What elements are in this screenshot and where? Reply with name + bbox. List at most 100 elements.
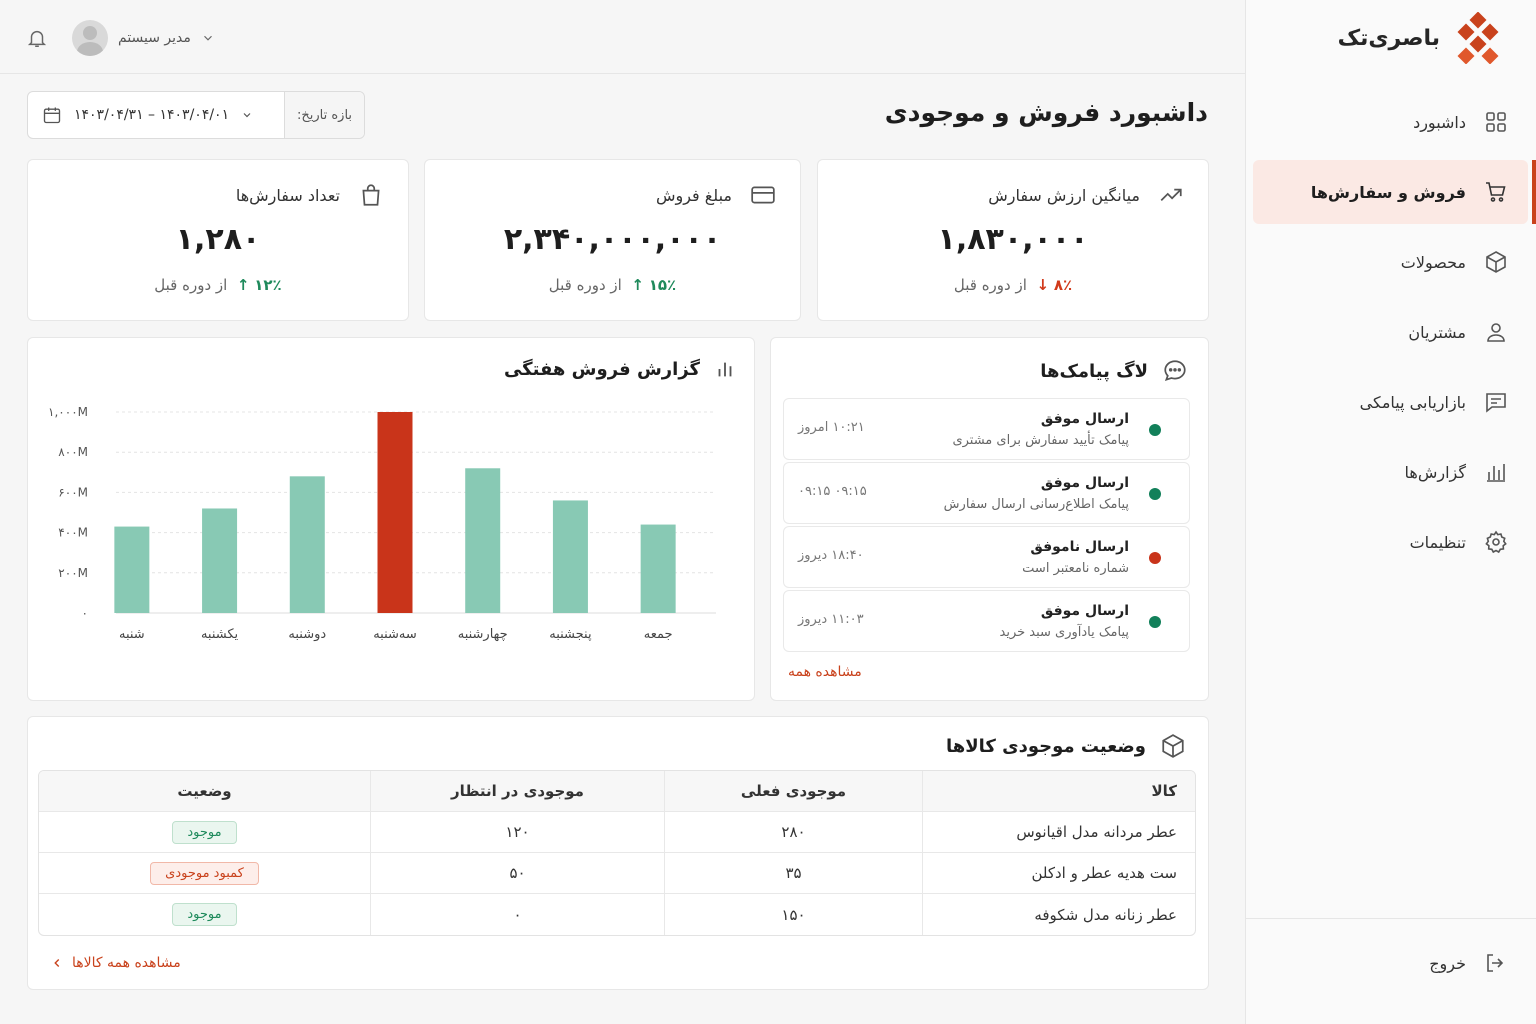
kpi-change-suffix: از دوره قبل: [953, 276, 1027, 294]
sms-status: ارسال موفق: [1040, 475, 1129, 491]
y-tick-label: ۴۰۰M: [58, 526, 88, 540]
topbar: مدیر سیستم: [0, 0, 1245, 74]
logout-label: خروج: [1429, 953, 1466, 973]
sms-log-title: لاگ پیامک‌ها: [1040, 360, 1148, 382]
sidebar-footer: خروج: [1245, 918, 1536, 1024]
y-tick-label: ۲۰۰M: [58, 566, 88, 580]
status-dot: [1149, 616, 1161, 628]
chevron-down-icon: [241, 109, 253, 121]
cell-status: کمبود موجودی: [39, 853, 370, 894]
kpi-title-row: تعداد سفارش‌ها: [236, 182, 384, 208]
bar-chart-icon: [1484, 460, 1508, 484]
chart-title: گزارش فروش هفتگی: [503, 358, 700, 380]
sms-status: ارسال موفق: [1040, 411, 1129, 427]
cell-status: موجود: [39, 812, 370, 853]
x-tick-label: پنجشنبه: [549, 627, 592, 642]
sms-status: ارسال ناموفق: [1030, 539, 1129, 555]
date-range-field[interactable]: ۱۴۰۳/۰۴/۰۱ – ۱۴۰۳/۰۴/۳۱: [28, 92, 284, 138]
inventory-see-all-label: مشاهده همه کالاها: [72, 955, 181, 971]
arrow-down-icon: ↓: [1036, 276, 1050, 294]
sms-description: پیامک یادآوری سبد خرید: [999, 625, 1130, 640]
bar: [552, 500, 588, 613]
sidebar-item-label: بازاریابی پیامکی: [1359, 392, 1466, 412]
logout-icon: [1484, 951, 1508, 975]
table-row[interactable]: ست هدیه عطر و ادکلن ۳۵ ۵۰ کمبود موجودی: [39, 853, 1195, 894]
sidebar-item-label: محصولات: [1400, 252, 1466, 272]
arrow-up-icon: ↑: [236, 276, 250, 294]
table-row[interactable]: عطر مردانه مدل اقیانوس ۲۸۰ ۱۲۰ موجود: [39, 812, 1195, 853]
credit-card-icon: [750, 182, 776, 208]
kpi-value: ۲,۳۴۰,۰۰۰,۰۰۰: [503, 222, 722, 257]
sidebar-item-dashboard[interactable]: داشبورد: [1253, 90, 1528, 154]
sms-status: ارسال موفق: [1040, 603, 1129, 619]
bar: [465, 468, 501, 613]
bar: [289, 476, 325, 613]
status-badge: موجود: [172, 903, 237, 926]
kpi-change: ۸٪ ↓ از دوره قبل: [818, 276, 1208, 294]
brand[interactable]: باصری‌تک: [1338, 12, 1504, 64]
kpi-title: میانگین ارزش سفارش: [988, 185, 1140, 205]
column-header[interactable]: موجودی در انتظار: [370, 771, 664, 812]
list-item[interactable]: ارسال موفق پیامک تأیید سفارش برای مشتری …: [783, 398, 1190, 460]
calendar-icon: [42, 105, 62, 125]
list-item[interactable]: ارسال موفق پیامک اطلاع‌رسانی ارسال سفارش…: [783, 462, 1190, 524]
user-icon: [1484, 320, 1508, 344]
avatar: [72, 20, 108, 56]
kpi-change-percent: ۱۵٪: [648, 276, 677, 294]
sidebar-item-label: تنظیمات: [1409, 532, 1466, 552]
date-range-label: بازه تاریخ:: [284, 92, 364, 138]
user-name: مدیر سیستم: [118, 30, 191, 46]
x-tick-label: یکشنبه: [201, 627, 239, 642]
gear-icon: [1484, 530, 1508, 554]
column-header[interactable]: کالا: [922, 771, 1195, 812]
status-badge: موجود: [172, 820, 237, 844]
inventory-table: کالا موجودی فعلی موجودی در انتظار وضعیت …: [38, 770, 1196, 936]
inventory-title: وضعیت موجودی کالاها: [946, 735, 1146, 757]
bar: [202, 508, 238, 613]
cell-pending-stock: ۱۲۰: [370, 812, 664, 853]
kpi-title-row: میانگین ارزش سفارش: [988, 182, 1184, 208]
inventory-see-all-link[interactable]: مشاهده همه کالاها: [50, 955, 181, 971]
cell-status: موجود: [39, 894, 370, 935]
sidebar-item-label: فروش و سفارش‌ها: [1310, 182, 1466, 202]
sidebar-item-products[interactable]: محصولات: [1253, 230, 1528, 294]
user-menu[interactable]: مدیر سیستم: [72, 20, 215, 56]
y-tick-label: ۶۰۰M: [58, 485, 88, 499]
date-range-picker[interactable]: ۱۴۰۳/۰۴/۰۱ – ۱۴۰۳/۰۴/۳۱ بازه تاریخ:: [27, 91, 365, 139]
cell-current-stock: ۳۵: [664, 853, 922, 894]
chevron-down-icon: [201, 31, 215, 45]
list-item[interactable]: ارسال موفق پیامک یادآوری سبد خرید ۱۱:۰۳ …: [783, 590, 1190, 652]
sidebar-item-reports[interactable]: گزارش‌ها: [1253, 440, 1528, 504]
cell-product: ست هدیه عطر و ادکلن: [922, 853, 1195, 894]
table-header-row: کالا موجودی فعلی موجودی در انتظار وضعیت: [39, 771, 1195, 812]
column-header[interactable]: موجودی فعلی: [664, 771, 922, 812]
box-icon: [1484, 250, 1508, 274]
kpi-title: تعداد سفارش‌ها: [235, 185, 340, 205]
x-tick-label: سه‌شنبه: [373, 627, 417, 642]
y-tick-label: ۸۰۰M: [58, 445, 88, 459]
status-dot: [1149, 424, 1161, 436]
bar: [377, 412, 413, 613]
logout-button[interactable]: خروج: [1429, 951, 1508, 975]
sms-description: پیامک اطلاع‌رسانی ارسال سفارش: [943, 497, 1129, 512]
table-row[interactable]: عطر زنانه مدل شکوفه ۱۵۰ ۰ موجود: [39, 894, 1195, 935]
brand-name: باصری‌تک: [1337, 25, 1440, 51]
sms-description: پیامک تأیید سفارش برای مشتری: [952, 433, 1129, 448]
kpi-card-sales-amount: مبلغ فروش ۲,۳۴۰,۰۰۰,۰۰۰ ۱۵٪ ↑ از دوره قب…: [424, 159, 801, 321]
sidebar-item-label: گزارش‌ها: [1404, 462, 1466, 482]
list-item[interactable]: ارسال ناموفق شماره نامعتبر است ۱۸:۴۰ دیر…: [783, 526, 1190, 588]
kpi-title-row: مبلغ فروش: [656, 182, 776, 208]
column-header[interactable]: وضعیت: [39, 771, 370, 812]
sidebar-item-sms-marketing[interactable]: بازاریابی پیامکی: [1253, 370, 1528, 434]
sidebar-item-settings[interactable]: تنظیمات: [1253, 510, 1528, 574]
x-tick-label: شنبه: [119, 627, 145, 642]
sms-see-all-link[interactable]: مشاهده همه: [788, 664, 862, 680]
grid-icon: [1484, 110, 1508, 134]
bell-icon[interactable]: [26, 27, 48, 49]
status-dot: [1149, 552, 1161, 564]
sidebar-item-sales[interactable]: فروش و سفارش‌ها: [1253, 160, 1536, 224]
x-tick-label: دوشنبه: [288, 627, 326, 642]
sms-time: ۱۸:۴۰ دیروز: [798, 548, 864, 563]
sidebar-item-customers[interactable]: مشتریان: [1253, 300, 1528, 364]
status-dot: [1149, 488, 1161, 500]
